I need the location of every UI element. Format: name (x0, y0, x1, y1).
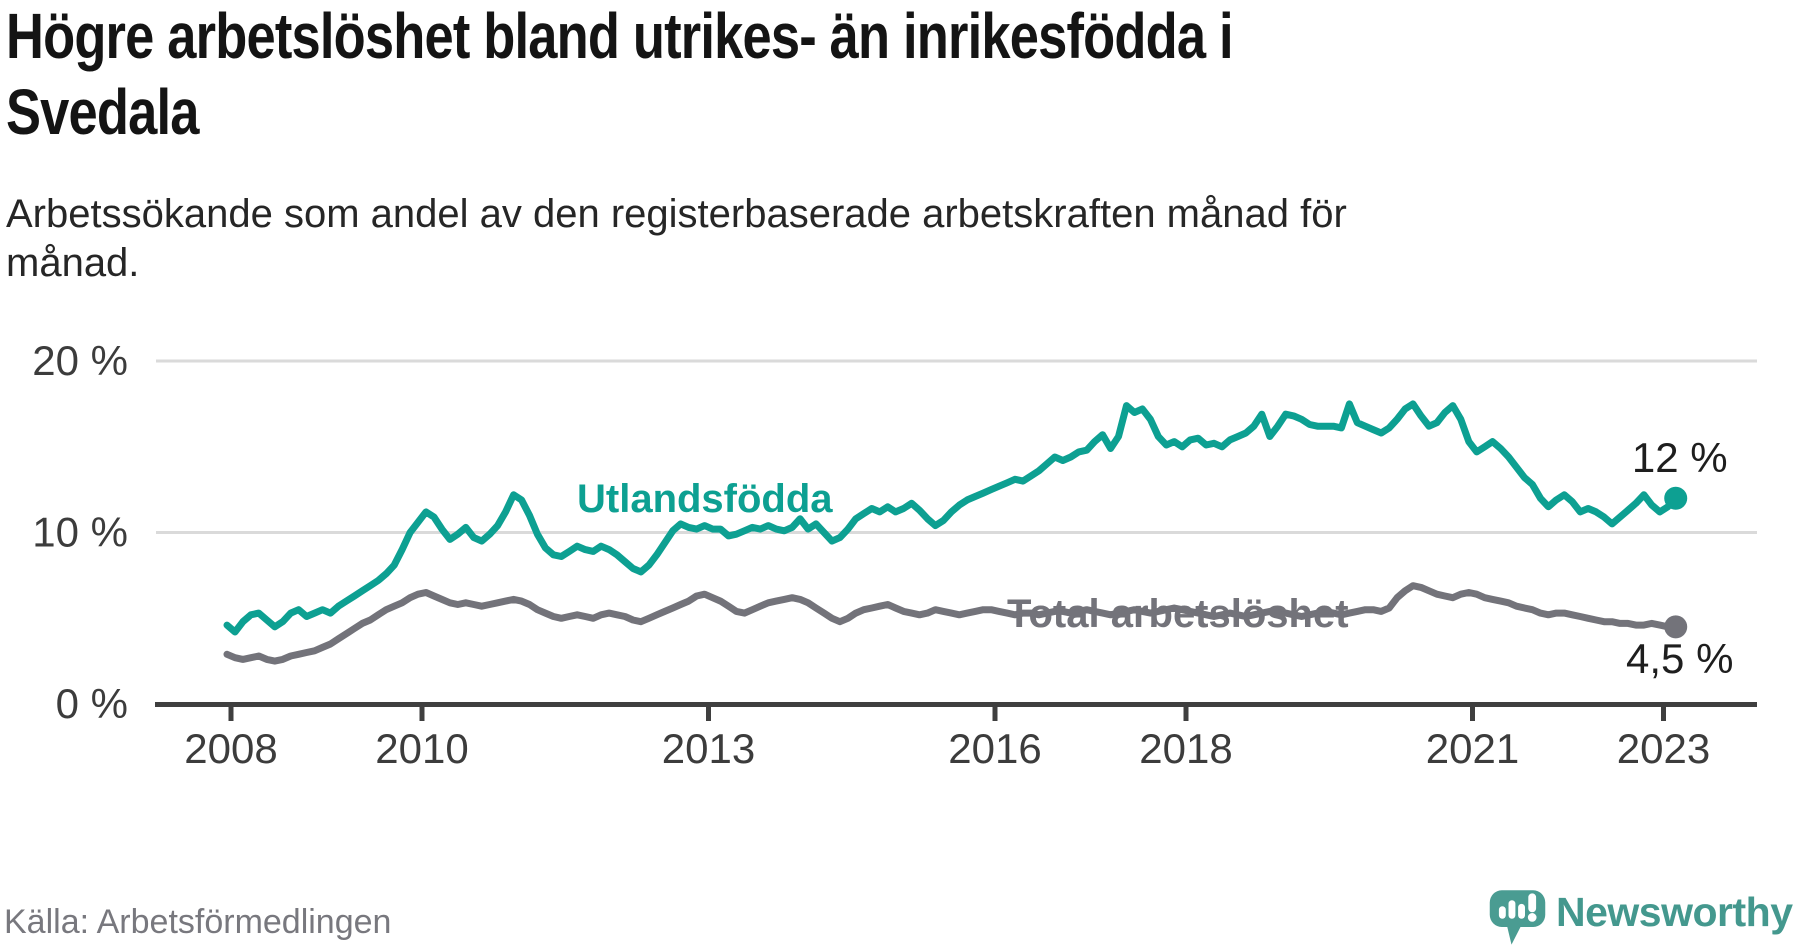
exclamation-bar-icon (1528, 893, 1537, 913)
page-title-line1: Högre arbetslöshet bland utrikes- än inr… (6, 0, 1234, 72)
series-label-total: Total arbetslöshet (1007, 592, 1349, 636)
page-subtitle-line1: Arbetssökande som andel av den registerb… (6, 192, 1347, 236)
newsworthy-bubble-chart-icon (1489, 890, 1546, 945)
x-axis-label-2008: 2008 (184, 725, 277, 772)
source-note: Källa: Arbetsförmedlingen (4, 903, 392, 941)
page-title-line2: Svedala (6, 76, 199, 148)
series-layer (223, 400, 1688, 665)
bar-icon-3 (1518, 903, 1525, 919)
page-title: Högre arbetslöshet bland utrikes- än inr… (6, 0, 1234, 150)
page-subtitle-line2: månad. (6, 241, 140, 285)
x-axis-label-2016: 2016 (948, 725, 1041, 772)
series-end-dot-total (1664, 615, 1688, 639)
bar-icon-1 (1498, 906, 1506, 919)
page-subtitle: Arbetssökande som andel av den registerb… (6, 190, 1347, 288)
series-line-utlandsfodda (223, 400, 1680, 636)
y-axis-label-20: 20 % (32, 337, 128, 384)
end-value-label-utlandsfodda: 12 % (1632, 434, 1728, 481)
newsworthy-wordmark: Newsworthy (1556, 889, 1793, 935)
end-value-label-total: 4,5 % (1626, 635, 1733, 682)
series-end-dot-utlandsfodda (1664, 486, 1688, 510)
y-axis-label-10: 10 % (32, 509, 128, 556)
bar-icon-2 (1508, 900, 1516, 919)
exclamation-dot-icon (1527, 913, 1537, 922)
x-axis-label-2021: 2021 (1426, 725, 1519, 772)
newsworthy-logo: Newsworthy (1489, 886, 1797, 948)
x-axis-label-2013: 2013 (662, 725, 755, 772)
series-label-utlandsfodda: Utlandsfödda (577, 477, 833, 521)
label-layer: Utlandsfödda 12 % Total arbetslöshet 4,5 % (577, 434, 1733, 682)
x-axis-label-2018: 2018 (1139, 725, 1232, 772)
x-axis-label-2023: 2023 (1617, 725, 1710, 772)
series-line-total (223, 582, 1680, 665)
grid-layer (156, 359, 1757, 534)
y-axis-label-0: 0 % (56, 680, 128, 727)
x-axis-label-2010: 2010 (375, 725, 468, 772)
axis-layer: 0 % 10 % 20 % 2008 2010 2013 2016 2018 2021 2023 (32, 337, 1757, 772)
speech-bubble-shape (1489, 890, 1546, 945)
